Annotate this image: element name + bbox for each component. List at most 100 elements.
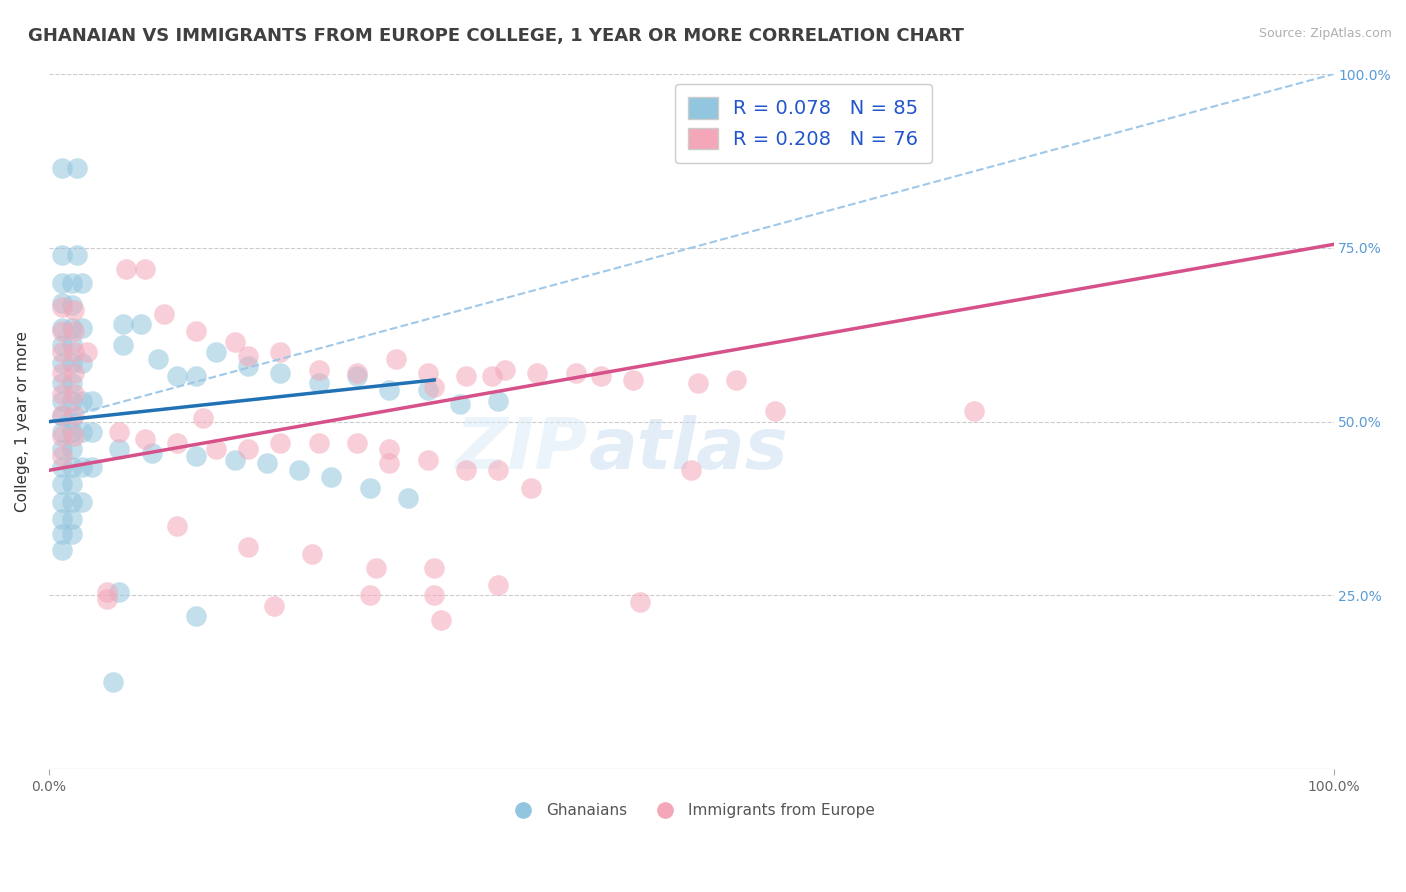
Point	[186, 324, 208, 338]
Text: atlas: atlas	[588, 415, 789, 484]
Point	[63, 303, 86, 318]
Point	[224, 334, 246, 349]
Point	[60, 393, 83, 408]
Point	[51, 425, 73, 439]
Point	[51, 527, 73, 541]
Point	[526, 366, 548, 380]
Point	[51, 477, 73, 491]
Text: Source: ZipAtlas.com: Source: ZipAtlas.com	[1258, 27, 1392, 40]
Point	[269, 345, 291, 359]
Point	[51, 300, 73, 314]
Point	[308, 362, 330, 376]
Point	[70, 494, 93, 508]
Point	[269, 435, 291, 450]
Point	[236, 359, 259, 373]
Point	[486, 463, 509, 477]
Point	[346, 366, 368, 380]
Point	[70, 393, 93, 408]
Point	[60, 411, 83, 425]
Point	[51, 393, 73, 408]
Point	[66, 161, 89, 175]
Point	[416, 453, 439, 467]
Point	[51, 409, 73, 423]
Point	[186, 369, 208, 384]
Point	[60, 320, 83, 334]
Point	[96, 591, 118, 606]
Point	[51, 338, 73, 352]
Point	[346, 435, 368, 450]
Point	[51, 366, 73, 380]
Point	[564, 366, 586, 380]
Point	[134, 261, 156, 276]
Point	[963, 404, 986, 418]
Point	[51, 355, 73, 369]
Point	[186, 450, 208, 464]
Point	[63, 366, 86, 380]
Point	[146, 352, 169, 367]
Point	[108, 585, 131, 599]
Point	[628, 595, 651, 609]
Point	[60, 298, 83, 312]
Point	[204, 442, 226, 457]
Point	[51, 408, 73, 422]
Point	[269, 366, 291, 380]
Point	[63, 324, 86, 338]
Point	[423, 380, 446, 394]
Text: ZIP: ZIP	[456, 415, 588, 484]
Point	[321, 470, 343, 484]
Point	[51, 324, 73, 338]
Point	[681, 463, 703, 477]
Legend: Ghanaians, Immigrants from Europe: Ghanaians, Immigrants from Europe	[502, 797, 882, 824]
Point	[456, 369, 478, 384]
Point	[60, 355, 83, 369]
Point	[51, 459, 73, 474]
Point	[51, 543, 73, 558]
Point	[112, 318, 135, 332]
Point	[51, 161, 73, 175]
Point	[456, 463, 478, 477]
Point	[51, 442, 73, 457]
Point	[51, 276, 73, 290]
Point	[70, 355, 93, 369]
Point	[51, 320, 73, 334]
Point	[308, 376, 330, 391]
Point	[70, 425, 93, 439]
Point	[256, 456, 278, 470]
Point	[416, 384, 439, 398]
Point	[82, 459, 104, 474]
Point	[591, 369, 613, 384]
Point	[60, 336, 83, 351]
Point	[51, 428, 73, 442]
Point	[101, 675, 124, 690]
Point	[236, 442, 259, 457]
Point	[63, 387, 86, 401]
Point	[76, 345, 98, 359]
Point	[359, 481, 381, 495]
Point	[224, 453, 246, 467]
Point	[384, 352, 406, 367]
Point	[60, 512, 83, 526]
Point	[70, 320, 93, 334]
Point	[60, 477, 83, 491]
Point	[66, 248, 89, 262]
Point	[166, 369, 188, 384]
Text: GHANAIAN VS IMMIGRANTS FROM EUROPE COLLEGE, 1 YEAR OR MORE CORRELATION CHART: GHANAIAN VS IMMIGRANTS FROM EUROPE COLLE…	[28, 27, 965, 45]
Point	[51, 512, 73, 526]
Point	[308, 435, 330, 450]
Point	[51, 387, 73, 401]
Point	[82, 425, 104, 439]
Point	[60, 442, 83, 457]
Point	[51, 345, 73, 359]
Point	[63, 428, 86, 442]
Y-axis label: College, 1 year or more: College, 1 year or more	[15, 331, 30, 512]
Point	[686, 376, 709, 391]
Point	[51, 450, 73, 464]
Point	[60, 459, 83, 474]
Point	[70, 459, 93, 474]
Point	[449, 397, 471, 411]
Point	[60, 494, 83, 508]
Point	[486, 393, 509, 408]
Point	[204, 345, 226, 359]
Point	[186, 609, 208, 624]
Point	[112, 338, 135, 352]
